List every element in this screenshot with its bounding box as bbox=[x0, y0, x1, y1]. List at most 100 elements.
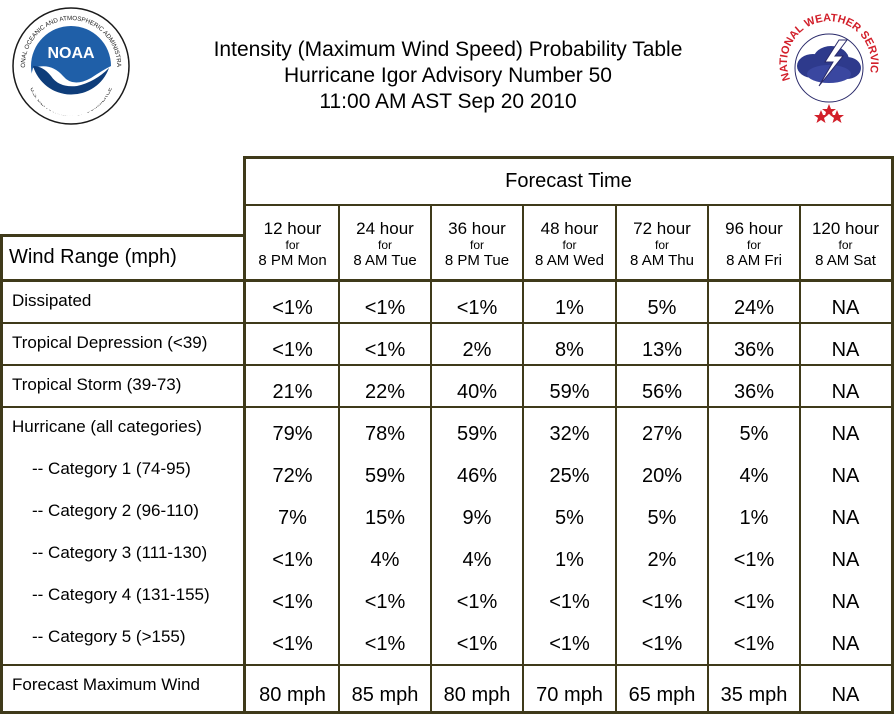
column-header-when: 8 AM Tue bbox=[353, 252, 417, 269]
table-cell: 4% bbox=[462, 549, 492, 571]
row-label: Forecast Maximum Wind bbox=[12, 675, 200, 694]
table-cell: 4% bbox=[739, 465, 769, 487]
title-block: Intensity (Maximum Wind Speed) Probabili… bbox=[148, 37, 748, 115]
table-cell: <1% bbox=[549, 591, 590, 613]
table-cell: 36% bbox=[733, 339, 775, 361]
table-cell: 40% bbox=[456, 381, 498, 403]
row-separator bbox=[0, 322, 894, 324]
table-cell: <1% bbox=[272, 549, 313, 571]
advisory-title: Hurricane Igor Advisory Number 50 bbox=[284, 64, 612, 87]
header-separator bbox=[0, 279, 894, 282]
table-cell: 5% bbox=[739, 423, 769, 445]
noaa-logo-icon: NATIONAL OCEANIC AND ATMOSPHERIC ADMINIS… bbox=[11, 6, 130, 125]
nws-logo-icon: NATIONAL WEATHER SERVICE bbox=[769, 6, 886, 123]
table-cell: NA bbox=[831, 465, 860, 487]
column-header-for: for bbox=[377, 238, 392, 252]
wind-range-label: Wind Range (mph) bbox=[9, 246, 177, 268]
row-label: Tropical Storm (39-73) bbox=[12, 375, 182, 394]
column-separator bbox=[707, 206, 709, 713]
column-header-hour: 24 hour bbox=[356, 219, 414, 238]
table-cell: <1% bbox=[733, 633, 775, 655]
table-cell: <1% bbox=[641, 591, 683, 613]
table-cell: 24% bbox=[733, 297, 775, 319]
table-cell: NA bbox=[831, 381, 860, 403]
column-header-hour: 12 hour bbox=[263, 219, 322, 238]
table-cell: 46% bbox=[456, 465, 498, 487]
table-cell: 5% bbox=[647, 297, 677, 319]
table-cell: NA bbox=[831, 423, 860, 445]
row-separator bbox=[0, 364, 894, 366]
table-cell: 7% bbox=[278, 507, 307, 529]
table-cell: 1% bbox=[555, 549, 584, 571]
table-cell: <1% bbox=[272, 591, 313, 613]
table-cell: NA bbox=[831, 339, 860, 361]
table-cell: 15% bbox=[364, 507, 406, 529]
table-cell: <1% bbox=[364, 297, 406, 319]
row-label: -- Category 3 (111-130) bbox=[32, 543, 208, 562]
column-separator bbox=[430, 206, 432, 713]
row-label: Tropical Depression (<39) bbox=[12, 333, 208, 352]
table-cell: <1% bbox=[641, 633, 683, 655]
column-header-hour: 120 hour bbox=[811, 219, 880, 238]
table-cell: 2% bbox=[462, 339, 492, 361]
table-cell: <1% bbox=[364, 591, 406, 613]
table-cell: <1% bbox=[272, 633, 313, 655]
column-header-when: 8 PM Tue bbox=[444, 252, 510, 269]
table-cell: 80 mph bbox=[259, 684, 326, 706]
column-header-for: for bbox=[285, 238, 300, 252]
column-separator bbox=[799, 206, 801, 713]
table-cell: 27% bbox=[641, 423, 683, 445]
table-cell: <1% bbox=[364, 339, 406, 361]
column-separator bbox=[522, 206, 524, 713]
table-cell: 65 mph bbox=[628, 684, 696, 706]
table-cell: 85 mph bbox=[351, 684, 419, 706]
table-cell: <1% bbox=[733, 549, 775, 571]
forecast-time-label: Forecast Time bbox=[505, 170, 632, 192]
row-label: -- Category 4 (131-155) bbox=[32, 585, 210, 604]
page-title: Intensity (Maximum Wind Speed) Probabili… bbox=[213, 38, 683, 61]
frame-bottom bbox=[0, 711, 894, 714]
table-cell: 5% bbox=[555, 507, 584, 529]
row-label: Dissipated bbox=[12, 291, 92, 310]
table-cell: 59% bbox=[364, 465, 406, 487]
column-header-for: for bbox=[469, 238, 484, 252]
noaa-logo-text: NOAA bbox=[47, 45, 95, 62]
column-header-when: 8 AM Sat bbox=[815, 252, 876, 269]
column-header: 12 hour for 8 PM Mon bbox=[246, 219, 339, 270]
column-header: 72 hour for 8 AM Thu bbox=[616, 219, 708, 270]
table-cell: 59% bbox=[456, 423, 498, 445]
column-header-when: 8 AM Thu bbox=[630, 252, 694, 269]
column-header: 120 hour for 8 AM Sat bbox=[800, 219, 891, 270]
table-cell: 9% bbox=[462, 507, 492, 529]
table-cell: NA bbox=[831, 684, 860, 706]
column-header: 24 hour for 8 AM Tue bbox=[339, 219, 431, 270]
column-header-when: 8 AM Wed bbox=[535, 252, 604, 269]
table-cell: 4% bbox=[370, 549, 400, 571]
column-header-for: for bbox=[654, 238, 669, 252]
column-separator bbox=[615, 206, 617, 713]
frame-forecast-sep bbox=[243, 204, 894, 206]
table-cell: 8% bbox=[555, 339, 584, 361]
table-cell: <1% bbox=[272, 339, 313, 361]
column-separator bbox=[338, 206, 340, 713]
table-cell: <1% bbox=[456, 591, 498, 613]
row-label: Hurricane (all categories) bbox=[12, 417, 202, 436]
column-header-hour: 96 hour bbox=[725, 219, 783, 238]
table-cell: <1% bbox=[733, 591, 775, 613]
column-header: 36 hour for 8 PM Tue bbox=[431, 219, 523, 270]
column-header-for: for bbox=[746, 238, 761, 252]
column-header-when: 8 PM Mon bbox=[258, 252, 327, 269]
row-label: -- Category 5 (>155) bbox=[32, 627, 186, 646]
table-cell: 1% bbox=[555, 297, 584, 319]
column-header-hour: 36 hour bbox=[448, 219, 506, 238]
frame-right bbox=[891, 156, 894, 713]
table-cell: 21% bbox=[272, 381, 313, 403]
table-cell: 72% bbox=[272, 465, 313, 487]
table-cell: NA bbox=[831, 297, 860, 319]
column-header: 48 hour for 8 AM Wed bbox=[523, 219, 616, 270]
row-separator bbox=[0, 664, 894, 666]
column-header: 96 hour for 8 AM Fri bbox=[708, 219, 800, 270]
advisory-time: 11:00 AM AST Sep 20 2010 bbox=[319, 90, 577, 113]
table-cell: 79% bbox=[272, 423, 313, 445]
column-header-for: for bbox=[562, 238, 577, 252]
